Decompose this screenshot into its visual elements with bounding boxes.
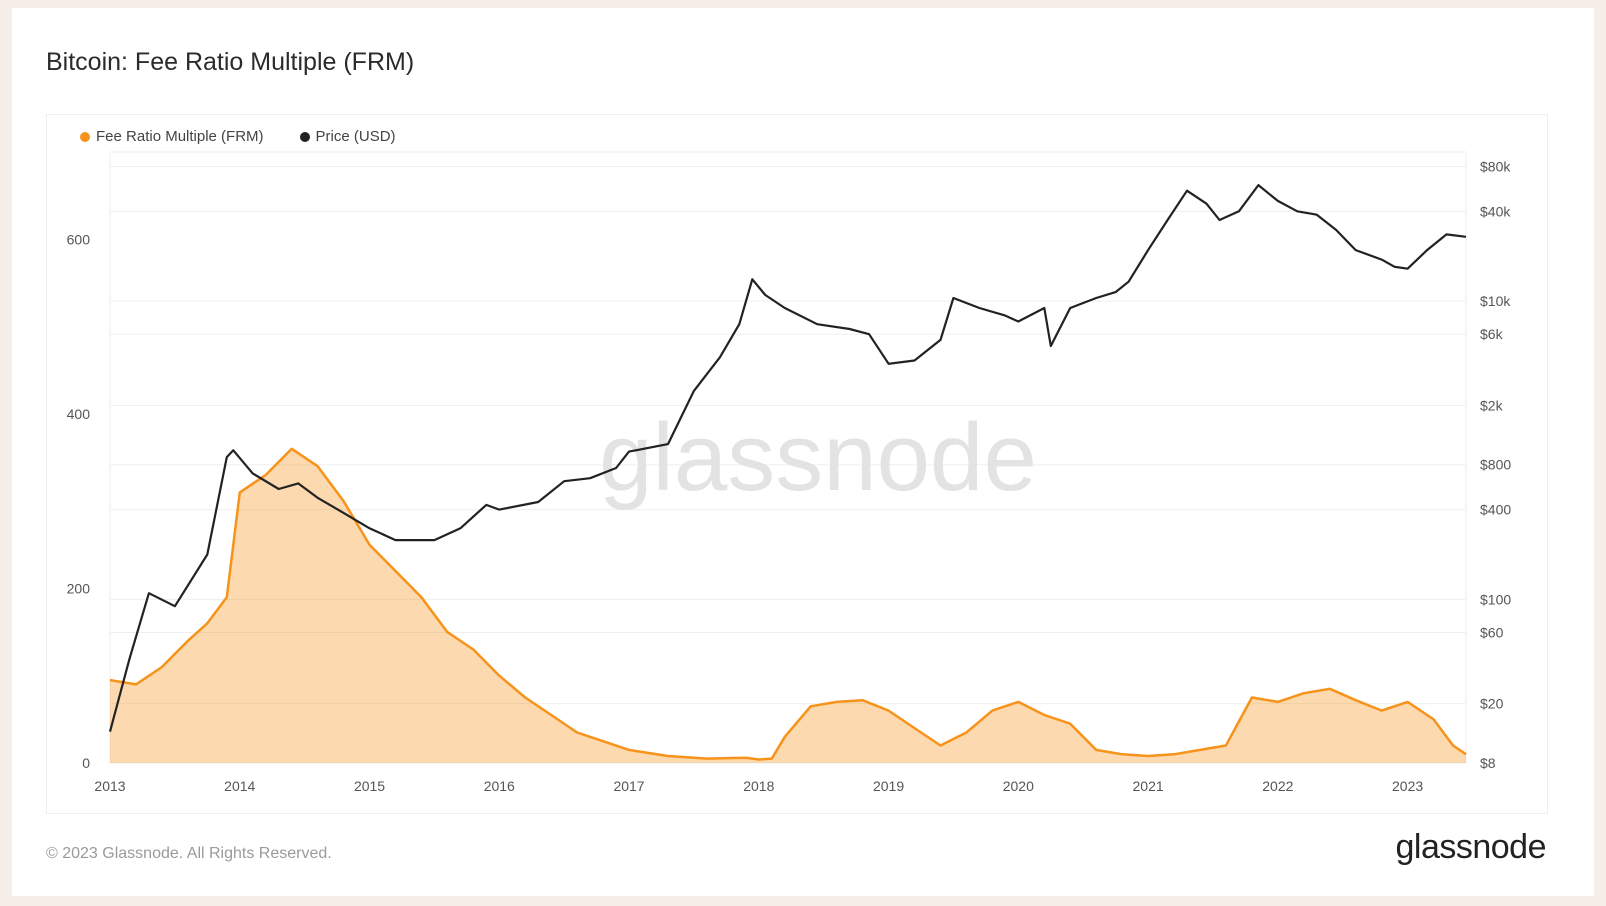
x-tick-label: 2019	[873, 778, 904, 794]
x-tick-label: 2020	[1003, 778, 1034, 794]
y-right-tick-label: $8	[1480, 755, 1496, 771]
x-tick-label: 2021	[1133, 778, 1164, 794]
price-series-line	[108, 184, 1467, 732]
y-right-tick-label: $80k	[1480, 158, 1511, 174]
chart-card	[12, 8, 1594, 896]
x-tick-label: 2022	[1262, 778, 1293, 794]
legend-item-frm[interactable]: Fee Ratio Multiple (FRM)	[80, 128, 264, 145]
y-right-tick-label: $800	[1480, 457, 1511, 473]
legend-dot-frm	[80, 131, 90, 142]
y-right-tick-label: $10k	[1480, 293, 1511, 309]
legend-label-frm: Fee Ratio Multiple (FRM)	[96, 128, 264, 145]
legend-item-price[interactable]: Price (USD)	[299, 128, 396, 145]
y-right-tick-label: $20	[1480, 696, 1504, 712]
legend: Fee Ratio Multiple (FRM) Price (USD)	[80, 128, 396, 145]
x-tick-label: 2016	[484, 778, 515, 794]
legend-label-price: Price (USD)	[315, 128, 396, 145]
watermark-text: glassnode	[599, 404, 1037, 511]
y-left-tick-label: 600	[67, 231, 91, 247]
y-left-tick-label: 0	[82, 755, 90, 771]
y-right-tick-label: $60	[1480, 624, 1504, 640]
x-tick-label: 2017	[613, 778, 644, 794]
legend-dot-price	[299, 131, 310, 142]
x-tick-label: 2013	[94, 778, 125, 794]
brand-logo: glassnode	[1395, 828, 1546, 866]
x-tick-label: 2015	[354, 778, 385, 794]
x-tick-label: 2023	[1392, 778, 1423, 794]
x-tick-label: 2014	[224, 778, 255, 794]
page-title: Bitcoin: Fee Ratio Multiple (FRM)	[46, 48, 415, 76]
copyright-text: © 2023 Glassnode. All Rights Reserved.	[46, 845, 332, 862]
frm-series-line	[109, 447, 1467, 761]
x-tick-label: 2018	[743, 778, 774, 794]
y-left-tick-label: 200	[67, 580, 91, 596]
y-right-tick-label: $2k	[1480, 397, 1504, 413]
chart-frame	[46, 114, 1548, 814]
y-right-tick-label: $6k	[1480, 326, 1504, 342]
y-right-tick-label: $100	[1480, 591, 1511, 607]
y-left-tick-label: 400	[67, 406, 91, 422]
y-right-tick-label: $400	[1480, 502, 1511, 518]
frm-area	[110, 448, 1466, 763]
y-right-tick-label: $40k	[1480, 203, 1511, 219]
